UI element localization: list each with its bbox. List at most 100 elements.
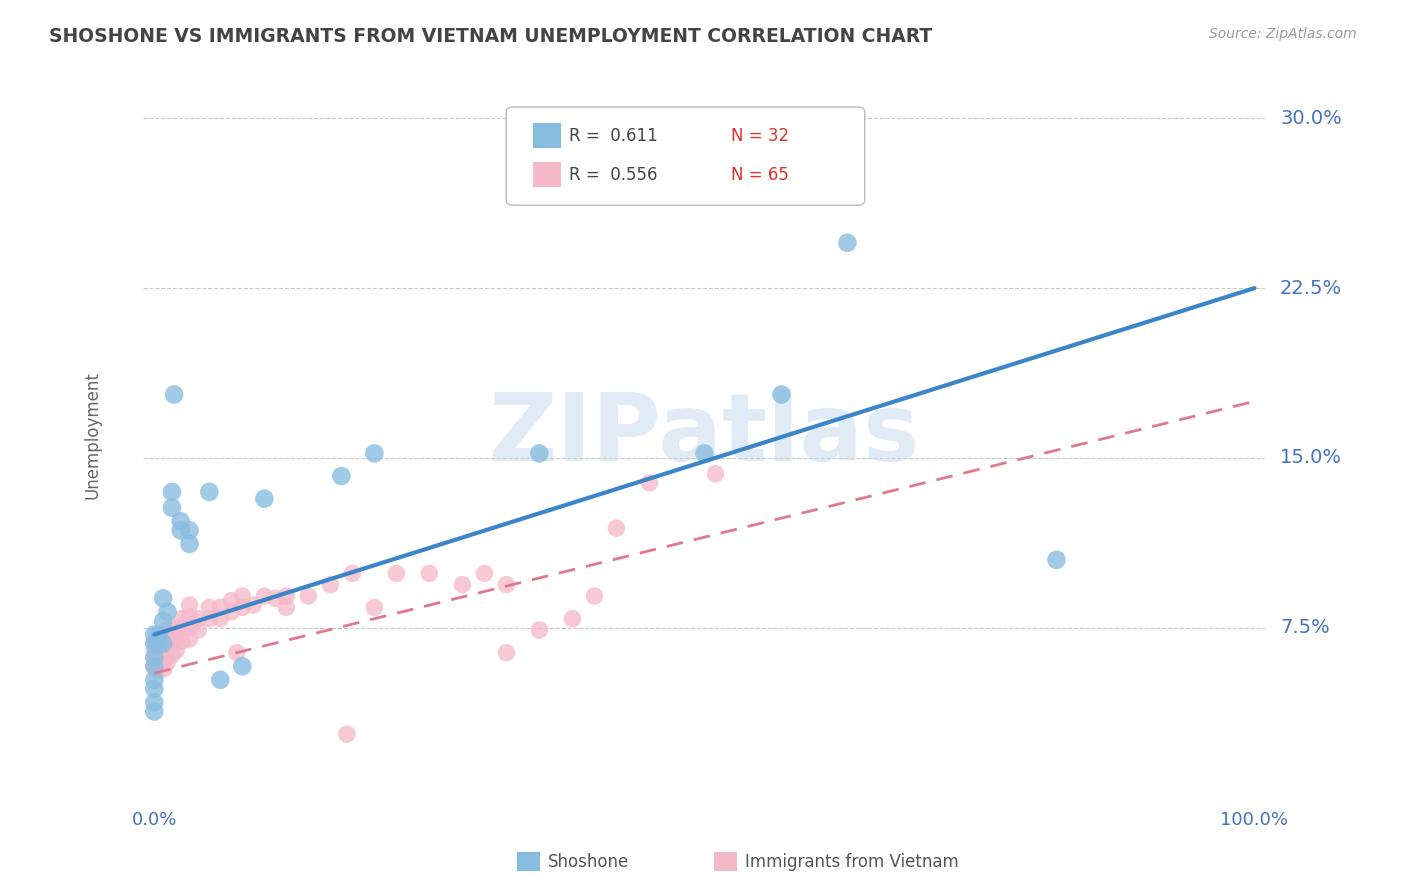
Point bbox=[837, 235, 859, 250]
Text: Shoshone: Shoshone bbox=[548, 853, 630, 871]
Point bbox=[153, 652, 176, 666]
Point bbox=[148, 627, 170, 641]
Point bbox=[179, 621, 201, 635]
Point bbox=[143, 681, 166, 696]
Point bbox=[148, 637, 170, 651]
Point bbox=[1045, 553, 1067, 567]
Point bbox=[179, 537, 201, 551]
Point bbox=[149, 646, 172, 660]
Point bbox=[474, 566, 496, 581]
Text: R =  0.556: R = 0.556 bbox=[569, 166, 658, 184]
Point bbox=[165, 643, 187, 657]
Point bbox=[605, 521, 627, 535]
Point bbox=[143, 650, 166, 665]
Point bbox=[179, 524, 201, 538]
Point bbox=[209, 612, 232, 626]
Point bbox=[160, 500, 183, 515]
Text: Unemployment: Unemployment bbox=[84, 371, 101, 500]
Point bbox=[495, 578, 517, 592]
Text: 30.0%: 30.0% bbox=[1279, 109, 1341, 128]
Point bbox=[198, 484, 221, 499]
Point bbox=[704, 467, 727, 481]
Point bbox=[153, 643, 176, 657]
Point bbox=[152, 591, 174, 606]
Point bbox=[418, 566, 440, 581]
Point bbox=[156, 643, 179, 657]
Point bbox=[156, 632, 179, 646]
Point bbox=[242, 598, 264, 612]
Point bbox=[363, 446, 385, 460]
Point bbox=[529, 446, 551, 460]
Point bbox=[143, 637, 166, 651]
Point bbox=[153, 661, 176, 675]
Point bbox=[264, 591, 287, 606]
Point bbox=[385, 566, 408, 581]
Point bbox=[165, 621, 187, 635]
Point bbox=[342, 566, 364, 581]
Point bbox=[209, 673, 232, 687]
Point bbox=[561, 612, 583, 626]
Point bbox=[156, 605, 179, 619]
Text: Immigrants from Vietnam: Immigrants from Vietnam bbox=[745, 853, 959, 871]
Point bbox=[231, 659, 253, 673]
Point bbox=[143, 627, 166, 641]
Point bbox=[146, 664, 169, 678]
Point bbox=[143, 643, 166, 657]
Point bbox=[160, 625, 183, 640]
Text: Source: ZipAtlas.com: Source: ZipAtlas.com bbox=[1209, 27, 1357, 41]
Point bbox=[187, 623, 209, 637]
Point bbox=[253, 589, 276, 603]
Point bbox=[153, 634, 176, 648]
Text: 100.0%: 100.0% bbox=[1220, 811, 1288, 829]
Point bbox=[330, 469, 353, 483]
Text: N = 32: N = 32 bbox=[731, 127, 789, 145]
Point bbox=[156, 623, 179, 637]
Point bbox=[221, 593, 243, 607]
Point bbox=[179, 598, 201, 612]
Point bbox=[170, 514, 193, 528]
Point bbox=[152, 614, 174, 628]
Text: 7.5%: 7.5% bbox=[1279, 618, 1330, 637]
Point bbox=[495, 646, 517, 660]
Point bbox=[149, 637, 172, 651]
Text: R =  0.611: R = 0.611 bbox=[569, 127, 658, 145]
Point bbox=[638, 475, 661, 490]
Point bbox=[198, 612, 221, 626]
Point bbox=[160, 637, 183, 651]
Point bbox=[149, 655, 172, 669]
Point bbox=[225, 646, 247, 660]
Point bbox=[143, 696, 166, 710]
Point bbox=[253, 491, 276, 506]
Point bbox=[170, 612, 193, 626]
Text: 22.5%: 22.5% bbox=[1279, 278, 1343, 298]
Point bbox=[143, 650, 166, 665]
Point bbox=[179, 632, 201, 646]
Point bbox=[276, 600, 298, 615]
Point bbox=[221, 605, 243, 619]
Point bbox=[165, 632, 187, 646]
Point bbox=[146, 655, 169, 669]
Point bbox=[170, 623, 193, 637]
Point bbox=[160, 648, 183, 662]
Point bbox=[152, 637, 174, 651]
Text: SHOSHONE VS IMMIGRANTS FROM VIETNAM UNEMPLOYMENT CORRELATION CHART: SHOSHONE VS IMMIGRANTS FROM VIETNAM UNEM… bbox=[49, 27, 932, 45]
Point bbox=[198, 600, 221, 615]
Point bbox=[231, 589, 253, 603]
Point bbox=[187, 612, 209, 626]
Point bbox=[650, 179, 672, 194]
Text: 15.0%: 15.0% bbox=[1279, 449, 1343, 467]
Point bbox=[143, 705, 166, 719]
Point bbox=[451, 578, 474, 592]
Point bbox=[143, 673, 166, 687]
Point bbox=[276, 589, 298, 603]
Point bbox=[146, 637, 169, 651]
Text: N = 65: N = 65 bbox=[731, 166, 789, 184]
Point bbox=[231, 600, 253, 615]
Point bbox=[143, 659, 166, 673]
Point bbox=[770, 387, 793, 401]
Point bbox=[143, 659, 166, 673]
Point bbox=[363, 600, 385, 615]
Point bbox=[170, 634, 193, 648]
Point bbox=[163, 387, 186, 401]
Point bbox=[297, 589, 319, 603]
